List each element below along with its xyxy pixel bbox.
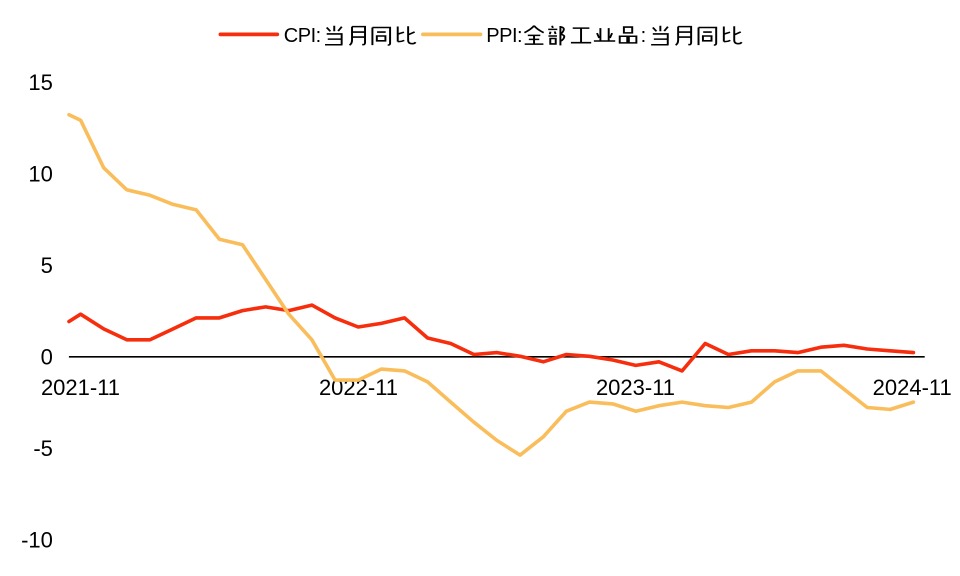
svg-text:CPI:: CPI: xyxy=(284,25,321,47)
svg-text:-5: -5 xyxy=(33,436,53,461)
svg-text:2021-11: 2021-11 xyxy=(41,375,120,400)
svg-text:2023-11: 2023-11 xyxy=(596,375,675,400)
svg-text:-10: -10 xyxy=(21,527,53,552)
svg-text:15: 15 xyxy=(28,70,52,95)
svg-text:0: 0 xyxy=(41,344,53,369)
svg-text:5: 5 xyxy=(41,253,53,278)
svg-text::: : xyxy=(641,25,647,47)
svg-text:2024-11: 2024-11 xyxy=(873,375,952,400)
svg-text:10: 10 xyxy=(28,161,52,186)
svg-text:PPI:: PPI: xyxy=(486,25,522,47)
